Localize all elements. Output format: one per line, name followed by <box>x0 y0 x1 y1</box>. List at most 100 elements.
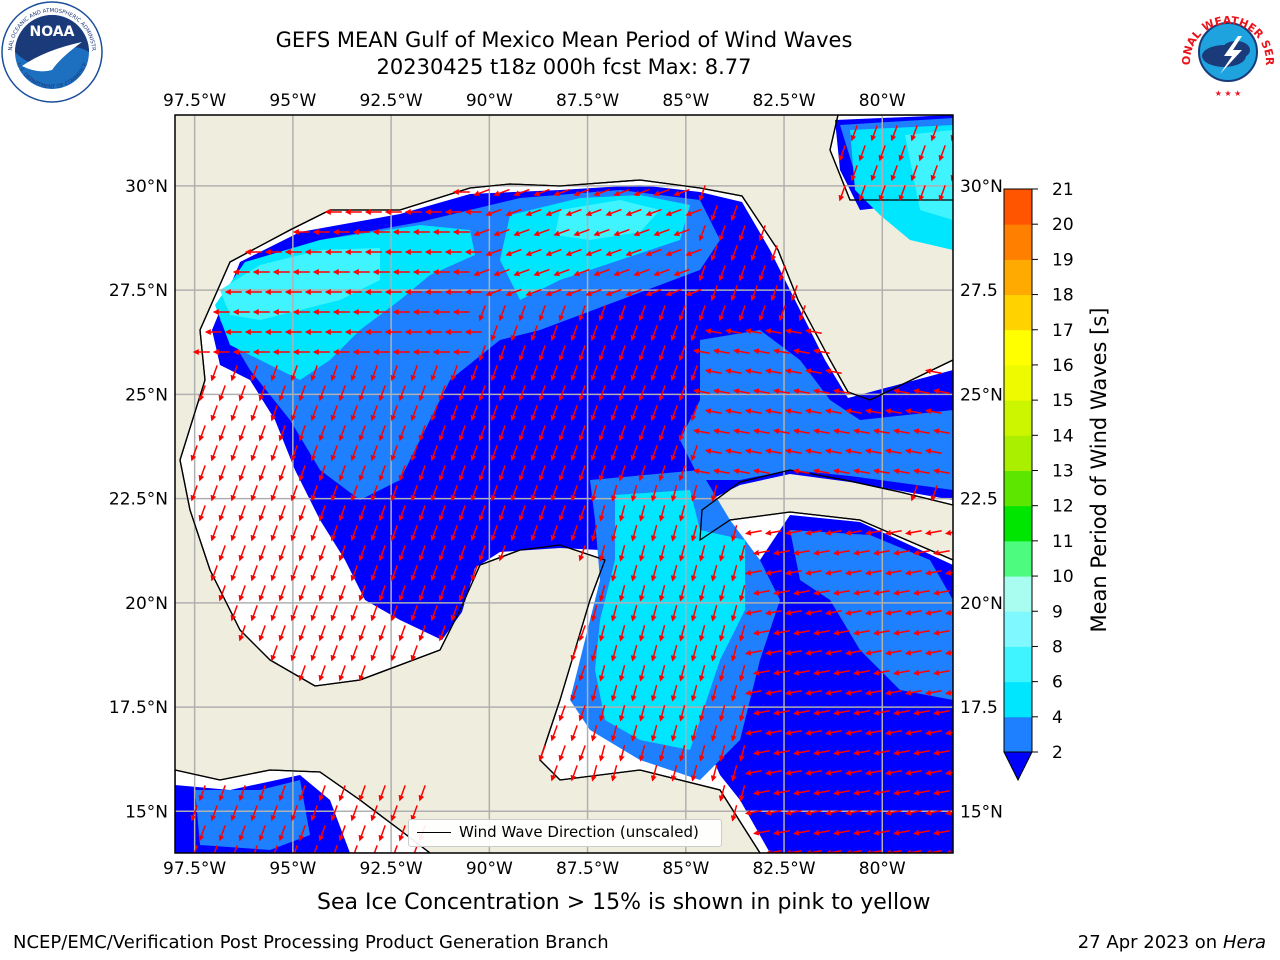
wave-direction-arrow <box>665 248 682 257</box>
wave-direction-arrow <box>932 709 950 716</box>
wave-direction-arrow <box>744 809 762 816</box>
wave-direction-arrow <box>470 485 478 502</box>
wave-direction-arrow <box>870 125 878 142</box>
wave-direction-arrow <box>338 465 346 482</box>
colorbar-band <box>1004 611 1032 647</box>
wave-direction-arrow <box>198 825 206 842</box>
wave-direction-arrow <box>350 485 358 502</box>
wave-direction-arrow <box>410 565 418 582</box>
wave-direction-arrow <box>812 749 830 756</box>
wave-direction-arrow <box>732 348 750 355</box>
colorbar-tick-label: 20 <box>1052 215 1074 235</box>
colorbar: 2 4 6 8 9 10 11 12 13 14 15 16 17 18 19 20 21 <box>1003 180 1074 782</box>
wave-direction-arrow <box>930 125 938 142</box>
wave-direction-arrow <box>732 388 750 395</box>
wave-direction-arrow <box>593 228 610 237</box>
wave-direction-arrow <box>710 285 718 302</box>
wave-direction-arrow <box>832 709 850 716</box>
wave-direction-arrow <box>418 465 426 482</box>
wave-direction-arrow <box>338 625 346 642</box>
wave-direction-arrow <box>618 345 626 362</box>
wave-direction-arrow <box>792 749 810 756</box>
wave-direction-arrow <box>764 729 782 736</box>
colorbar-tick-label: 14 <box>1052 426 1074 446</box>
wave-direction-arrow <box>550 485 558 502</box>
wave-direction-arrow <box>912 468 930 475</box>
wave-direction-arrow <box>952 789 953 796</box>
wave-direction-arrow <box>932 749 950 756</box>
wave-direction-arrow <box>872 669 890 676</box>
wave-direction-arrow <box>450 445 458 462</box>
wave-direction-arrow <box>730 525 738 542</box>
wave-direction-arrow <box>625 248 642 257</box>
wave-direction-arrow <box>630 565 638 582</box>
wave-direction-arrow <box>493 228 510 237</box>
wave-direction-arrow <box>473 268 490 277</box>
wave-direction-arrow <box>832 549 850 556</box>
wave-direction-arrow <box>692 428 710 435</box>
wave-direction-arrow <box>718 585 726 602</box>
wave-direction-arrow <box>370 445 378 462</box>
wave-direction-arrow <box>525 208 542 217</box>
wave-direction-arrow <box>430 405 438 422</box>
wave-direction-arrow <box>924 408 942 415</box>
wave-direction-arrow <box>418 785 426 802</box>
wave-direction-arrow <box>645 248 662 257</box>
wave-direction-arrow <box>538 385 546 402</box>
wave-direction-arrow <box>250 525 258 542</box>
wave-direction-arrow <box>824 408 842 415</box>
wave-direction-arrow <box>678 745 686 762</box>
wave-direction-arrow <box>358 825 366 842</box>
wave-direction-arrow <box>772 388 790 395</box>
wave-direction-arrow <box>752 709 770 716</box>
wave-direction-arrow <box>710 765 718 782</box>
wave-direction-arrow <box>550 365 558 382</box>
wave-direction-arrow <box>590 645 598 662</box>
wave-direction-arrow <box>738 305 746 322</box>
wave-direction-arrow <box>390 565 398 582</box>
wave-direction-arrow <box>738 745 746 762</box>
wave-direction-arrow <box>390 605 398 622</box>
wave-direction-arrow <box>685 288 702 297</box>
wave-direction-arrow <box>333 845 338 853</box>
wave-direction-arrow <box>710 645 718 662</box>
wave-direction-arrow <box>730 645 738 662</box>
wave-direction-arrow <box>924 689 942 696</box>
wave-direction-arrow <box>470 565 478 582</box>
wave-direction-arrow <box>350 605 358 622</box>
wave-direction-arrow <box>610 365 618 382</box>
wave-direction-arrow <box>904 569 922 576</box>
wave-direction-arrow <box>752 348 770 355</box>
wave-direction-arrow <box>904 448 922 455</box>
colorbar-tick-label: 16 <box>1052 356 1074 376</box>
wave-direction-arrow <box>772 629 790 636</box>
wave-direction-arrow <box>690 445 698 462</box>
wave-direction-arrow <box>518 465 526 482</box>
wave-direction-arrow <box>892 789 910 796</box>
wave-direction-arrow <box>804 609 822 616</box>
colorbar-band <box>1004 294 1032 331</box>
wave-direction-arrow <box>698 745 706 762</box>
wave-direction-arrow <box>804 529 822 536</box>
wave-direction-arrow <box>844 448 862 455</box>
wave-direction-arrow <box>298 425 306 442</box>
wave-direction-arrow <box>758 265 766 282</box>
wave-direction-arrow <box>838 145 846 162</box>
wave-direction-arrow <box>784 368 802 375</box>
wave-direction-arrow <box>290 565 298 582</box>
wave-direction-arrow <box>618 425 626 442</box>
nws-logo: NATIONAL WEATHER SERVICE ★ ★ ★ <box>1176 0 1278 102</box>
wave-direction-arrow <box>692 348 710 355</box>
wave-direction-arrow <box>533 268 550 277</box>
wave-direction-arrow <box>784 609 802 616</box>
wave-direction-arrow <box>358 665 366 682</box>
wave-direction-arrow <box>784 448 802 455</box>
wave-direction-arrow <box>698 265 706 282</box>
wave-direction-arrow <box>238 785 246 802</box>
wave-direction-arrow <box>638 585 646 602</box>
wave-direction-arrow <box>610 445 618 462</box>
wave-direction-arrow <box>598 745 606 762</box>
wave-direction-arrow <box>278 385 286 402</box>
wave-direction-arrow <box>692 388 710 395</box>
wave-direction-arrow <box>912 749 930 756</box>
